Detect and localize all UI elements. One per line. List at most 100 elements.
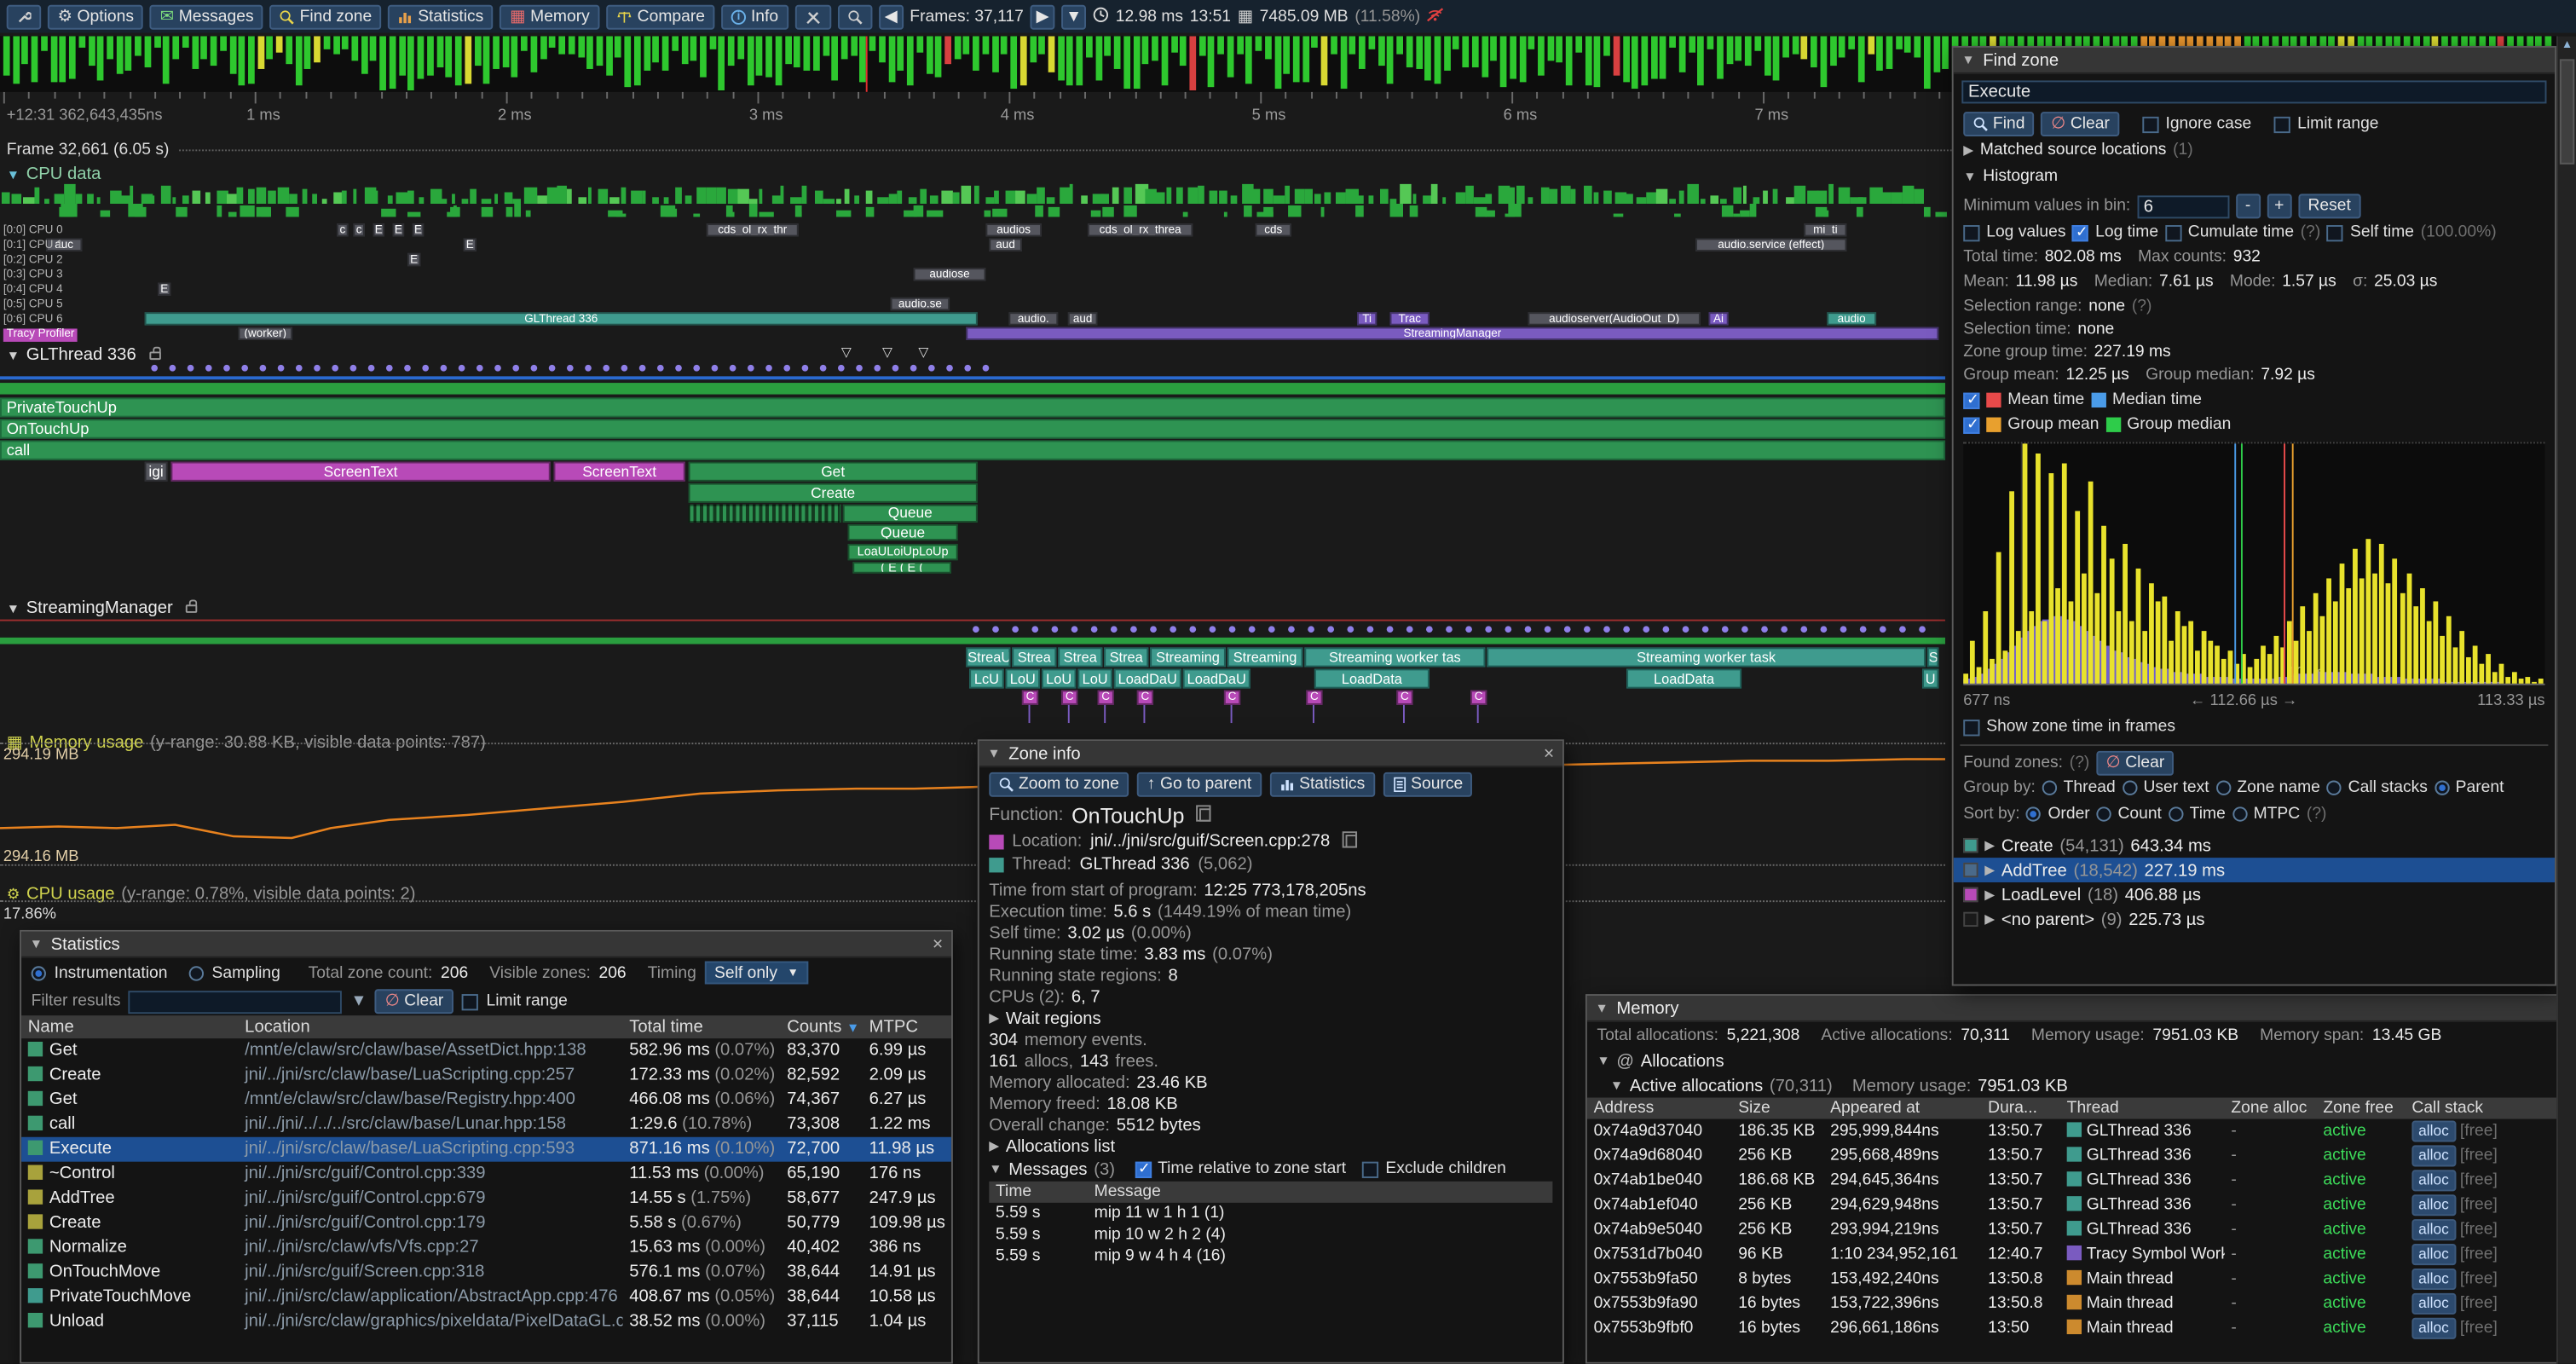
- memory-usage-plot[interactable]: [0, 743, 1945, 864]
- toolbar-button-tools[interactable]: [794, 4, 830, 29]
- help-icon[interactable]: (?): [2132, 298, 2152, 315]
- histogram-bar[interactable]: [2366, 540, 2371, 684]
- sample-dot[interactable]: [368, 365, 375, 372]
- zone[interactable]: C: [1098, 691, 1114, 705]
- frame-bar[interactable]: [1321, 36, 1328, 86]
- frame-bar[interactable]: [719, 36, 725, 90]
- alloc-callstack-button[interactable]: alloc: [2411, 1293, 2455, 1315]
- histogram-bar[interactable]: [2426, 621, 2431, 684]
- zone[interactable]: LoU: [1042, 668, 1076, 688]
- message-row[interactable]: 5.59 smip 9 w 4 h 4 (16): [989, 1246, 1552, 1267]
- messages-label[interactable]: Messages: [1008, 1159, 1087, 1179]
- frame-bar[interactable]: [1039, 36, 1046, 55]
- histogram-bar[interactable]: [2049, 472, 2054, 684]
- frame-bar[interactable]: [1820, 36, 1827, 86]
- sample-dot[interactable]: [992, 626, 999, 633]
- sample-dot[interactable]: [1150, 626, 1157, 633]
- table-row[interactable]: AddTreejni/../jni/src/guif/Control.cpp:6…: [21, 1187, 951, 1211]
- sample-dot[interactable]: [1821, 626, 1828, 633]
- toolbar-button-statistics[interactable]: Statistics: [388, 4, 493, 29]
- filter-input[interactable]: [129, 990, 343, 1013]
- zone[interactable]: C: [1061, 691, 1077, 705]
- sample-dot[interactable]: [1781, 626, 1788, 633]
- histogram-bar[interactable]: [2254, 660, 2259, 684]
- memory-titlebar[interactable]: ▼ Memory: [1587, 996, 2556, 1022]
- histogram-bar[interactable]: [2175, 611, 2180, 683]
- histogram-bar[interactable]: [2486, 655, 2491, 684]
- histogram-bar[interactable]: [2327, 578, 2332, 684]
- zone[interactable]: StreaU: [966, 647, 1010, 667]
- column-header-mtpc[interactable]: MTPC: [863, 1015, 951, 1038]
- sample-dot[interactable]: [910, 365, 917, 372]
- sample-dot[interactable]: [1683, 626, 1689, 633]
- sample-dot[interactable]: [1545, 626, 1551, 633]
- frame-bar[interactable]: [427, 36, 434, 75]
- sample-dot[interactable]: [1327, 626, 1334, 633]
- sample-dot[interactable]: [1643, 626, 1649, 633]
- find-zone-search-input[interactable]: [1961, 80, 2546, 103]
- frame-bar[interactable]: [1378, 36, 1384, 65]
- frame-bar[interactable]: [1519, 36, 1526, 82]
- sample-dot[interactable]: [983, 365, 990, 372]
- toolbar-button-info[interactable]: iInfo: [721, 4, 788, 29]
- table-row[interactable]: ~Controljni/../jni/src/guif/Control.cpp:…: [21, 1162, 951, 1187]
- frame-bar[interactable]: [69, 36, 76, 79]
- histogram-label[interactable]: Histogram: [1983, 168, 2058, 186]
- frame-bar[interactable]: [540, 36, 546, 59]
- frame-bar[interactable]: [1396, 36, 1403, 55]
- lock-icon[interactable]: [149, 350, 160, 359]
- frame-bar[interactable]: [1246, 36, 1253, 84]
- frame-bar[interactable]: [1293, 36, 1300, 82]
- frame-bar[interactable]: [399, 36, 406, 75]
- frame-bar[interactable]: [1227, 36, 1234, 77]
- go-to-parent-button[interactable]: ↑Go to parent: [1137, 772, 1262, 796]
- frame-bar[interactable]: [1444, 36, 1451, 71]
- frame-bar[interactable]: [192, 36, 199, 69]
- frame-bar[interactable]: [765, 36, 772, 78]
- frame-bar[interactable]: [1331, 36, 1337, 54]
- frame-bar[interactable]: [1406, 36, 1412, 67]
- sample-dot[interactable]: [223, 365, 230, 372]
- histogram-bar[interactable]: [2412, 607, 2417, 684]
- sample-dot[interactable]: [1584, 626, 1591, 633]
- toolbar-button-options[interactable]: ⚙Options: [48, 4, 144, 29]
- frame-bar[interactable]: [1877, 36, 1884, 70]
- frame-bar[interactable]: [351, 36, 358, 61]
- frame-bar[interactable]: [1651, 36, 1658, 79]
- frame-bar[interactable]: [1114, 36, 1121, 69]
- message-marker[interactable]: ▽: [841, 345, 852, 360]
- frame-bar[interactable]: [823, 36, 829, 55]
- sample-dot[interactable]: [1308, 626, 1314, 633]
- histogram-bar[interactable]: [2433, 602, 2438, 684]
- frame-bar[interactable]: [1387, 36, 1394, 84]
- message-marker[interactable]: ▽: [918, 345, 928, 360]
- frame-bar[interactable]: [182, 36, 189, 48]
- frame-bar[interactable]: [408, 36, 415, 90]
- histogram-bar[interactable]: [1977, 667, 1982, 684]
- sample-dot[interactable]: [296, 365, 303, 372]
- frame-bar[interactable]: [1585, 36, 1591, 85]
- sample-dot[interactable]: [1347, 626, 1354, 633]
- log-values-checkbox[interactable]: [1963, 224, 1979, 240]
- sample-dot[interactable]: [856, 365, 863, 372]
- collapse-icon[interactable]: ▼: [1963, 170, 1976, 184]
- zone[interactable]: E: [464, 238, 477, 251]
- alloc-callstack-button[interactable]: alloc: [2411, 1318, 2455, 1339]
- table-row[interactable]: PrivateTouchMovejni/../jni/src/claw/appl…: [21, 1285, 951, 1309]
- frame-bar[interactable]: [1481, 36, 1488, 78]
- zone[interactable]: GLThread 336: [145, 312, 978, 325]
- sample-dot[interactable]: [621, 365, 628, 372]
- histogram-bar[interactable]: [2505, 676, 2510, 683]
- frame-bar[interactable]: [13, 36, 20, 83]
- sample-dot[interactable]: [1229, 626, 1236, 633]
- histogram-bar[interactable]: [2169, 640, 2174, 684]
- sample-dot[interactable]: [205, 365, 212, 372]
- table-row[interactable]: OnTouchMovejni/../jni/src/guif/Screen.cp…: [21, 1260, 951, 1285]
- zone[interactable]: Strea: [1104, 647, 1148, 667]
- statistics-table-header[interactable]: NameLocationTotal timeCounts ▼MTPC: [21, 1015, 951, 1038]
- frame-bar[interactable]: [1857, 36, 1864, 83]
- frame-bar[interactable]: [97, 36, 104, 81]
- histogram-bar[interactable]: [2042, 621, 2048, 684]
- sample-dot[interactable]: [1564, 626, 1571, 633]
- sample-dot[interactable]: [1860, 626, 1867, 633]
